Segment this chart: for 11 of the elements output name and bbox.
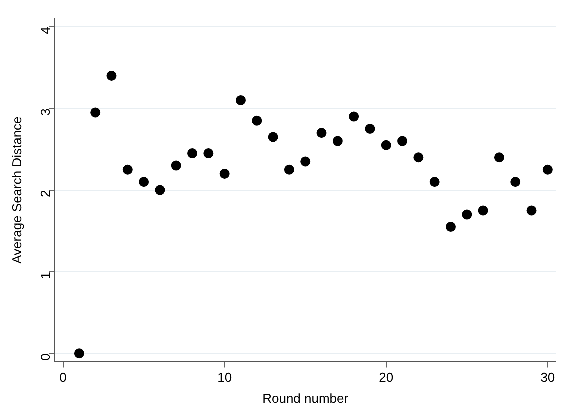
y-tick-label: 1: [38, 272, 53, 280]
x-axis-title: Round number: [262, 390, 350, 406]
x-tick-label: 10: [218, 370, 232, 386]
y-axis-title: Average Search Distance: [9, 116, 24, 264]
y-tick-label: 3: [38, 108, 53, 116]
y-tick-label: 2: [38, 190, 53, 198]
y-tick-label: 4: [38, 26, 53, 34]
y-tick-label: 0: [38, 354, 53, 361]
x-tick-label: 20: [379, 370, 394, 386]
x-tick-label: 30: [540, 370, 556, 386]
x-tick-label: 0: [60, 370, 67, 386]
